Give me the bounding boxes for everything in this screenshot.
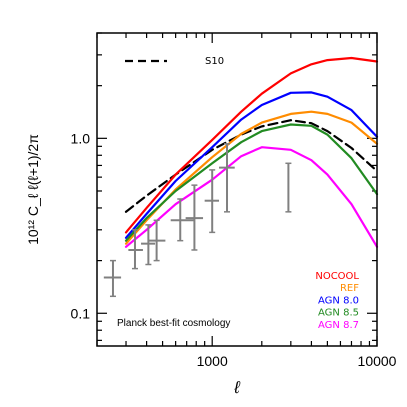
legend-label-agn-8-0: AGN 8.0 xyxy=(318,295,359,306)
series-line-agn-8-5 xyxy=(124,123,379,242)
data-point xyxy=(170,198,194,242)
legend-label-s10: S10 xyxy=(205,56,224,67)
x-axis-label: ℓ xyxy=(233,378,240,397)
annotation-label: Planck best-fit cosmology xyxy=(117,318,230,329)
axis-ticks: 1000 10000 0.1 1.0 xyxy=(71,32,397,369)
data-point xyxy=(148,219,166,262)
data-point xyxy=(185,184,204,251)
series-line-nocool xyxy=(124,56,379,234)
x-tick-label: 10000 xyxy=(358,353,397,369)
data-point xyxy=(204,169,220,234)
data-point xyxy=(103,259,122,298)
observed-points xyxy=(103,143,292,298)
legend-label-agn-8-5: AGN 8.5 xyxy=(318,308,359,319)
series-line-s10 xyxy=(124,119,379,213)
series-line-agn-8-0 xyxy=(124,91,379,239)
data-point xyxy=(219,143,235,213)
x-tick-label: 1000 xyxy=(197,353,228,369)
axis-labels: ℓ 10¹² C_ℓ ℓ(ℓ+1)/2π xyxy=(25,134,240,397)
plot-frame xyxy=(96,32,378,347)
series-line-ref xyxy=(124,110,379,245)
data-point xyxy=(285,162,292,213)
data-point xyxy=(141,224,156,266)
model-curves xyxy=(124,56,379,248)
y-axis-label: 10¹² C_ℓ ℓ(ℓ+1)/2π xyxy=(25,134,41,245)
legend-label-nocool: NOCOOL xyxy=(315,271,359,282)
series-line-agn-8-7 xyxy=(124,146,379,248)
legend-label-ref: REF xyxy=(340,283,359,294)
y-tick-label: 0.1 xyxy=(71,305,91,321)
y-tick-label: 1.0 xyxy=(71,130,91,146)
legend-label-agn-8-7: AGN 8.7 xyxy=(318,320,359,331)
data-point xyxy=(128,229,143,270)
